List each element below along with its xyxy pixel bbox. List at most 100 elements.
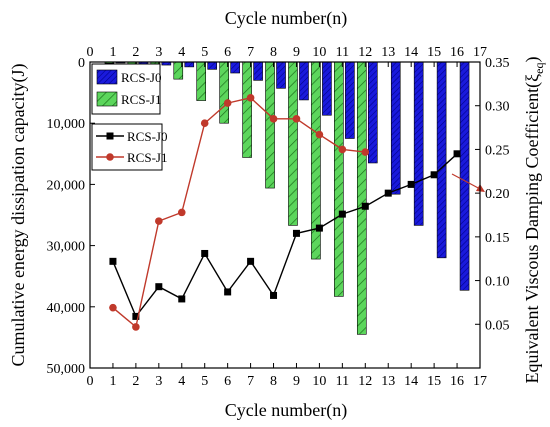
point-rcs-j0-11: [338, 210, 346, 218]
point-rcs-j0-15: [430, 171, 438, 179]
bar-rcs-j0-16: [459, 61, 470, 291]
right-y-tick-label: 0.20: [485, 187, 510, 202]
point-rcs-j1-9: [292, 115, 301, 123]
bar-rcs-j1-12: [356, 61, 367, 335]
bottom-x-tick-label: 6: [224, 374, 231, 389]
right-y-tick-label: 0.30: [485, 100, 510, 115]
bar-rcs-j0-10: [322, 61, 332, 116]
top-x-tick-label: 6: [224, 45, 231, 60]
point-rcs-j1-6: [223, 99, 232, 107]
bottom-x-tick-label: 17: [473, 374, 487, 389]
point-rcs-j0-9: [292, 229, 300, 237]
line-legend-box: [91, 123, 163, 171]
top-x-tick-label: 14: [404, 45, 418, 60]
right-y-tick-label: 0.15: [485, 231, 510, 246]
point-rcs-j0-13: [384, 189, 392, 197]
bar-rcs-j1-11: [334, 61, 344, 297]
point-rcs-j0-6: [224, 288, 232, 296]
bottom-x-tick-label: 0: [87, 374, 94, 389]
top-x-tick-label: 7: [247, 45, 254, 60]
bar-rcs-j1-9: [288, 61, 298, 226]
top-x-tick-label: 17: [473, 45, 487, 60]
bar-rcs-j1-8: [265, 61, 275, 189]
right-y-axis-title-subscript: eq: [532, 62, 546, 73]
legend-label-line-rcs-j0: RCS-J0: [127, 129, 167, 144]
right-y-axis-title-main: Equivalent Viscous Damping Coefficient(ξ: [522, 74, 543, 384]
legend-swatch-rcs-j0: [96, 69, 118, 85]
bottom-x-tick-label: 8: [270, 374, 277, 389]
top-x-tick-label: 13: [381, 45, 395, 60]
left-y-axis-title: Cumulative energy dissipation capacity(J…: [8, 63, 29, 366]
bottom-x-tick-label: 11: [336, 374, 349, 389]
bar-rcs-j0-4: [184, 61, 195, 68]
arrow-to-right-axis: [451, 173, 483, 191]
bottom-x-tick-label: 2: [132, 374, 139, 389]
point-rcs-j0-10: [315, 224, 323, 232]
point-rcs-j1-12: [361, 148, 370, 156]
point-rcs-j1-11: [338, 145, 347, 154]
left-y-tick-label: 30,000: [47, 240, 86, 255]
bar-rcs-j0-12: [367, 61, 378, 164]
bar-rcs-j0-5: [207, 61, 218, 70]
point-rcs-j0-8: [270, 291, 278, 299]
top-x-tick-label: 11: [336, 45, 349, 60]
bottom-x-tick-label: 1: [109, 374, 116, 389]
top-x-tick-label: 1: [109, 45, 116, 60]
bar-rcs-j0-6: [230, 61, 240, 74]
bottom-x-tick-label: 3: [155, 374, 162, 389]
point-rcs-j1-3: [155, 217, 163, 225]
left-y-tick-label: 10,000: [47, 117, 86, 132]
top-x-tick-label: 0: [87, 45, 94, 60]
bar-rcs-j1-6: [219, 61, 229, 124]
left-y-tick-label: 20,000: [47, 178, 86, 193]
point-rcs-j1-5: [200, 119, 209, 127]
point-rcs-j1-1: [109, 303, 117, 312]
top-x-tick-label: 15: [427, 45, 441, 60]
top-x-tick-label: 8: [270, 45, 277, 60]
ticks-layer: 0011223344556677889910101111121213131414…: [47, 45, 510, 389]
bar-rcs-j0-7: [253, 61, 263, 81]
plot-frame: [89, 61, 481, 369]
top-x-tick-label: 3: [155, 45, 162, 60]
point-rcs-j0-5: [201, 249, 209, 257]
line-rcs-j0: [112, 153, 458, 318]
legend-marker-rcs-j0: [106, 132, 114, 140]
legend-swatch-rcs-j1: [96, 91, 118, 107]
top-x-axis-title: Cycle number(n): [225, 8, 347, 29]
bottom-x-tick-label: 14: [404, 374, 418, 389]
bottom-x-tick-label: 4: [178, 374, 185, 389]
bar-rcs-j0-13: [390, 61, 401, 195]
point-rcs-j0-4: [178, 295, 186, 303]
right-y-tick-label: 0.25: [485, 143, 510, 158]
bottom-x-tick-label: 5: [201, 374, 208, 389]
bar-rcs-j0-14: [413, 61, 424, 226]
legend-label-bar-rcs-j0: RCS-J0: [121, 70, 161, 85]
line-rcs-j1: [112, 97, 366, 329]
bottom-x-tick-label: 16: [450, 374, 464, 389]
bar-rcs-j1-7: [242, 61, 252, 158]
bar-rcs-j1-5: [196, 61, 207, 101]
point-rcs-j0-2: [132, 312, 140, 320]
point-rcs-j0-7: [247, 257, 255, 265]
right-y-tick-label: 0.10: [485, 275, 510, 290]
legend-label-line-rcs-j1: RCS-J1: [127, 150, 167, 165]
point-rcs-j1-2: [132, 323, 140, 331]
point-rcs-j1-4: [177, 208, 186, 217]
point-rcs-j0-12: [361, 202, 369, 210]
right-y-tick-label: 0.05: [485, 318, 510, 333]
bar-rcs-j0-15: [436, 61, 447, 259]
bottom-x-tick-label: 15: [427, 374, 441, 389]
bottom-x-tick-label: 13: [381, 374, 395, 389]
right-y-axis-title-suffix: ): [522, 56, 543, 62]
legend: RCS-J0 RCS-J1 RCS-J0 RCS-J1: [91, 63, 167, 171]
top-x-tick-label: 16: [450, 45, 464, 60]
bottom-x-tick-label: 12: [358, 374, 372, 389]
right-y-axis-title: Equivalent Viscous Damping Coefficient(ξ…: [522, 56, 546, 383]
legend-marker-rcs-j1: [106, 153, 114, 161]
left-y-tick-label: 40,000: [47, 301, 86, 316]
point-rcs-j1-7: [246, 94, 255, 102]
point-rcs-j1-10: [315, 130, 324, 139]
top-x-tick-label: 12: [358, 45, 372, 60]
right-y-tick-label: 0.35: [485, 56, 510, 71]
